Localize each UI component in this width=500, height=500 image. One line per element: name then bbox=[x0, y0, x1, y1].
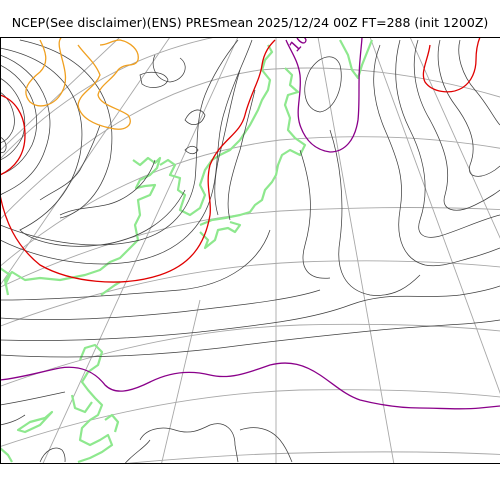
coastline bbox=[199, 67, 307, 227]
isobar bbox=[373, 44, 500, 267]
isobar bbox=[0, 39, 239, 246]
orange-isobar bbox=[25, 37, 67, 107]
isobars bbox=[0, 39, 500, 463]
coastlines bbox=[0, 39, 374, 463]
coastline bbox=[70, 394, 93, 414]
meridian bbox=[0, 37, 171, 287]
isobar bbox=[0, 289, 321, 320]
latitude-circle bbox=[0, 389, 500, 448]
coastline bbox=[159, 44, 274, 217]
coastline bbox=[104, 413, 120, 433]
coastline bbox=[0, 267, 12, 286]
isobar bbox=[0, 285, 500, 341]
isobar bbox=[0, 47, 186, 247]
map-title: NCEP(See disclaimer)(ENS) PRESmean 2025/… bbox=[11, 15, 489, 30]
coastline bbox=[339, 39, 374, 80]
latitude-circle bbox=[0, 260, 500, 327]
isobar bbox=[59, 159, 156, 216]
purple-isobar bbox=[0, 362, 500, 410]
meridian bbox=[42, 37, 239, 463]
coastline bbox=[0, 447, 13, 463]
isobar bbox=[19, 39, 113, 219]
graticule bbox=[0, 37, 500, 463]
isobar bbox=[139, 71, 169, 88]
isobar bbox=[125, 439, 151, 463]
isobar bbox=[0, 54, 51, 196]
isobar bbox=[0, 391, 66, 406]
isobar bbox=[0, 91, 15, 144]
map-frame: 1016 bbox=[0, 37, 500, 463]
isobar bbox=[458, 39, 500, 126]
isobar bbox=[0, 39, 253, 265]
latitude-circle bbox=[125, 451, 500, 463]
isobar bbox=[304, 56, 342, 113]
isobar bbox=[413, 39, 500, 211]
isobar bbox=[299, 149, 331, 279]
coastline bbox=[100, 281, 121, 296]
coastline bbox=[16, 410, 54, 434]
isobar bbox=[0, 229, 271, 301]
isobar bbox=[139, 423, 239, 463]
meridian bbox=[0, 37, 121, 152]
purple-isobars bbox=[0, 37, 500, 410]
meridian bbox=[317, 37, 395, 463]
isobar bbox=[0, 414, 26, 426]
coastline bbox=[3, 156, 162, 296]
purple-isobar bbox=[285, 37, 363, 153]
isobar bbox=[227, 89, 256, 221]
isobar bbox=[437, 39, 500, 177]
orange-isobar bbox=[77, 39, 139, 130]
isobar bbox=[184, 109, 206, 125]
latitude-circle bbox=[0, 67, 500, 221]
isobar bbox=[0, 64, 38, 176]
pressure-map: 1016 bbox=[0, 37, 500, 463]
coastline bbox=[77, 343, 114, 463]
red-isobar bbox=[0, 94, 26, 176]
isobar bbox=[0, 136, 7, 154]
latitude-circle bbox=[0, 207, 500, 288]
isobar bbox=[39, 447, 66, 463]
isobar bbox=[0, 319, 500, 358]
meridian bbox=[409, 37, 500, 239]
isobar bbox=[39, 124, 101, 201]
meridian bbox=[369, 37, 500, 394]
isobar bbox=[184, 145, 199, 155]
isobar bbox=[329, 129, 421, 296]
latitude-circle bbox=[0, 136, 500, 267]
isobar bbox=[0, 77, 26, 161]
orange-isobars bbox=[25, 37, 139, 130]
red-isobar bbox=[422, 37, 481, 93]
latitude-circle bbox=[0, 37, 420, 160]
coastline bbox=[199, 220, 242, 250]
isobar bbox=[152, 54, 186, 83]
red-isobar bbox=[0, 39, 276, 283]
isobar bbox=[239, 427, 293, 463]
meridian bbox=[161, 299, 201, 463]
isobar bbox=[395, 39, 500, 238]
red-isobars bbox=[0, 37, 481, 283]
meridians bbox=[0, 37, 500, 463]
